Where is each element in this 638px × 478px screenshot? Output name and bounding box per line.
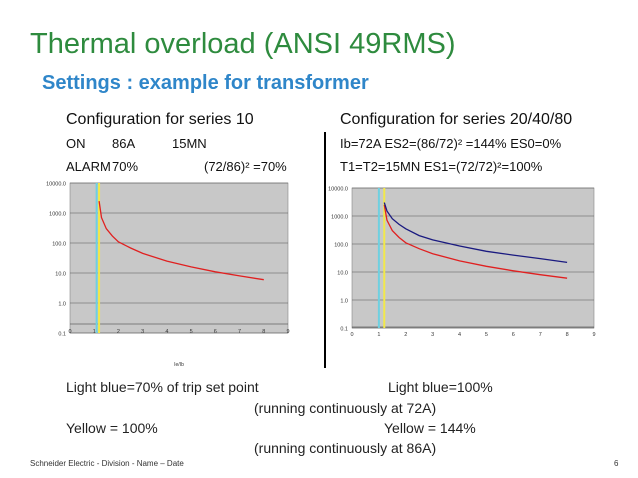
- x-tick-label: 9: [592, 332, 595, 338]
- slide-footer: Schneider Electric - Division - Name – D…: [30, 459, 184, 468]
- y-tick-label: 1.0: [340, 299, 348, 305]
- right-row1: Ib=72A ES2=(86/72)² =144% ES0=0%: [340, 136, 562, 151]
- right-row2: T1=T2=15MN ES1=(72/72)²=100%: [340, 159, 543, 174]
- dark-blue-curve: [383, 202, 568, 264]
- left-row1-col2: 86A: [112, 136, 136, 151]
- red-curve: [383, 204, 568, 279]
- y-tick-label: 0.1: [340, 327, 348, 333]
- right-config-heading: Configuration for series 20/40/80: [340, 111, 573, 128]
- y-tick-label: 10.0: [337, 271, 348, 277]
- note-left-light-blue: Light blue=70% of trip set point: [66, 379, 259, 395]
- right-trip-curve-chart: 10000.0 1000.0 100.0 10.0 1.0 0.10 1 2 3 4 5 6 7 8 9: [328, 187, 595, 339]
- x-tick-label: 0: [68, 329, 71, 335]
- x-tick-label: 7: [539, 332, 542, 338]
- x-tick-label: 4: [458, 332, 461, 338]
- x-tick-label: 8: [262, 329, 265, 335]
- x-tick-label: 0: [350, 332, 353, 338]
- y-tick-label: 1000.0: [49, 212, 66, 218]
- left-row1-col1: ON: [66, 136, 86, 151]
- note-right-light-blue: Light blue=100%: [388, 379, 493, 395]
- plot-area: [351, 187, 595, 329]
- plot-area: [69, 182, 289, 334]
- y-tick-label: 1.0: [58, 302, 66, 308]
- y-tick-label: 0.1: [58, 332, 66, 338]
- note-running-86a: (running continuously at 86A): [254, 440, 437, 456]
- page-number: 6: [614, 459, 619, 468]
- left-row2-col3: (72/86)² =70%: [204, 159, 287, 174]
- note-left-yellow: Yellow = 100%: [66, 420, 158, 436]
- left-trip-curve-chart: 10000.0 1000.0 100.0 10.0 1.0 0.1 0 1 2 3 4 5 6 7 8 9 Ie…: [46, 182, 289, 369]
- y-tick-label: 10000.0: [328, 187, 348, 193]
- x-tick-label: 5: [190, 329, 193, 335]
- slide-title: Thermal overload (ANSI 49RMS): [30, 28, 456, 60]
- note-right-yellow: Yellow = 144%: [384, 420, 476, 436]
- x-tick-label: 5: [485, 332, 488, 338]
- x-tick-label: 2: [117, 329, 120, 335]
- red-curve: [98, 201, 264, 281]
- y-tick-label: 10.0: [55, 272, 66, 278]
- y-tick-label: 100.0: [334, 243, 348, 249]
- x-tick-label: 6: [214, 329, 217, 335]
- column-divider: [324, 132, 326, 368]
- y-tick-label: 1000.0: [331, 215, 348, 221]
- x-tick-label: 7: [238, 329, 241, 335]
- x-tick-label: 3: [431, 332, 434, 338]
- x-tick-label: 1: [93, 329, 96, 335]
- left-row2-col1: ALARM: [66, 159, 111, 174]
- x-tick-label: 1: [377, 332, 380, 338]
- x-tick-label: 2: [404, 332, 407, 338]
- x-tick-label: 3: [141, 329, 144, 335]
- x-axis-label: Ie/Ib: [174, 362, 184, 368]
- x-tick-label: 6: [512, 332, 515, 338]
- left-row2-col2: 70%: [112, 159, 139, 174]
- y-tick-label: 100.0: [52, 242, 66, 248]
- left-row1-col3: 15MN: [172, 136, 207, 151]
- left-config-heading: Configuration for series 10: [66, 111, 254, 128]
- x-tick-label: 4: [165, 329, 168, 335]
- note-running-72a: (running continuously at 72A): [254, 400, 437, 416]
- y-tick-label: 10000.0: [46, 182, 66, 188]
- x-tick-label: 9: [286, 329, 289, 335]
- slide-subtitle: Settings : example for transformer: [42, 72, 369, 94]
- x-tick-label: 8: [566, 332, 569, 338]
